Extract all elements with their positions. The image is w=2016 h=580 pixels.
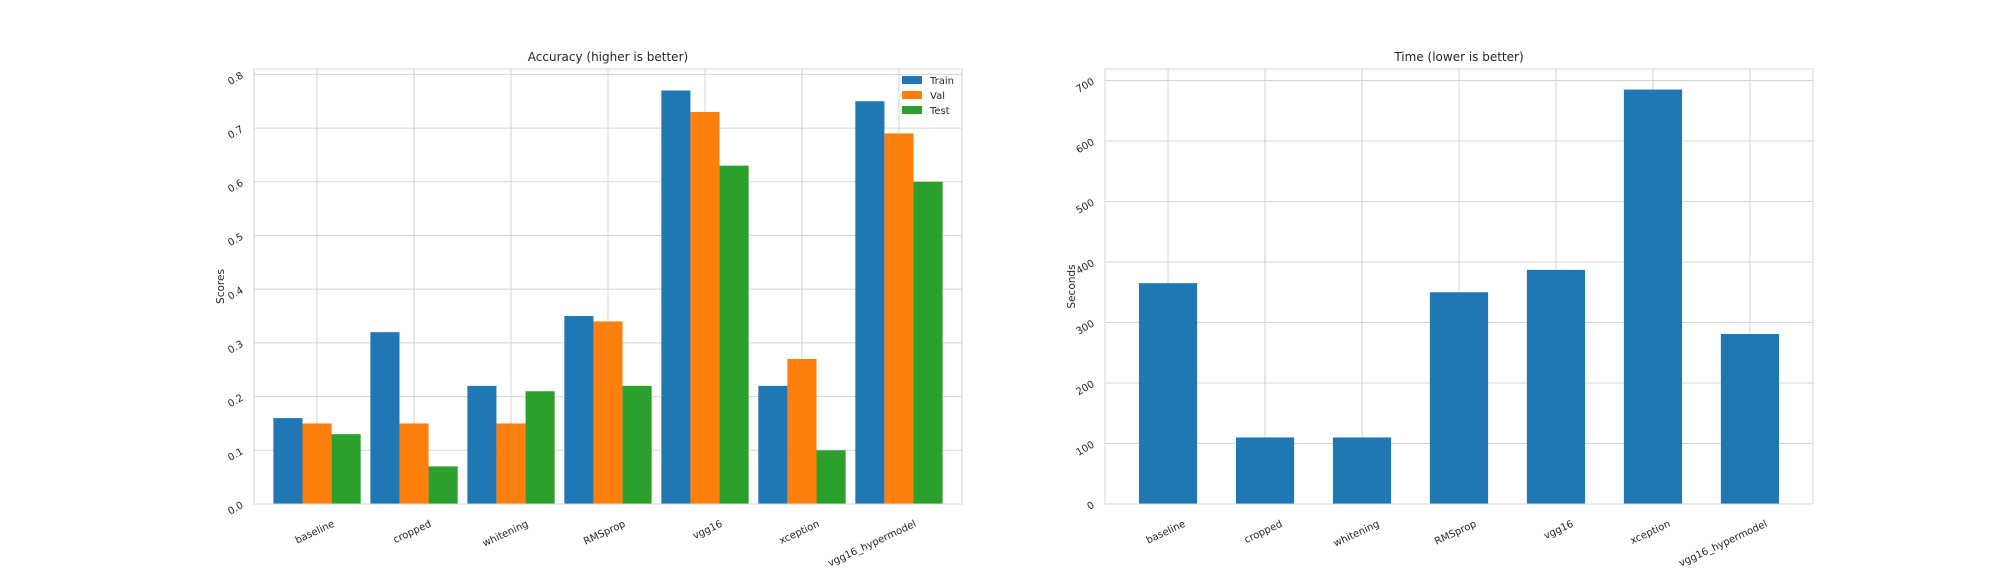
y-tick-label: 0.7: [226, 124, 245, 141]
legend-label: Test: [929, 106, 950, 117]
x-tick-label: RMSprop: [1433, 519, 1478, 548]
x-tick-label: vgg16: [1542, 519, 1575, 542]
bar-value: [1623, 89, 1683, 504]
x-tick-label: RMSprop: [582, 519, 627, 548]
chart-title: Time (lower is better): [1393, 50, 1523, 64]
bar-val: [399, 423, 429, 504]
plot-frame: [253, 68, 963, 505]
y-tick-label: 0.8: [226, 70, 245, 87]
x-tick-label: baseline: [1145, 519, 1188, 547]
legend-swatch-test: [902, 106, 922, 114]
bar-train: [564, 316, 594, 504]
bar-train: [855, 101, 885, 504]
y-tick-label: 0.6: [226, 178, 245, 195]
bar-value: [1720, 333, 1780, 504]
x-tick-label: whitening: [481, 519, 530, 550]
legend-swatch-train: [902, 76, 922, 84]
x-tick-label: cropped: [392, 519, 434, 546]
plot-frame: [1104, 68, 1814, 505]
bar-test: [913, 181, 943, 504]
bar-value: [1429, 292, 1489, 504]
bar-val: [884, 133, 914, 504]
legend: Train Val Test: [902, 76, 954, 117]
y-tick-label: 300: [1074, 319, 1096, 338]
y-tick-label: 200: [1074, 379, 1096, 398]
bar-test: [622, 385, 652, 504]
x-tick-label: cropped: [1243, 519, 1285, 546]
bar-val: [593, 321, 623, 504]
x-tick-label: vgg16_hypermodel: [826, 519, 918, 570]
y-tick-label: 0.1: [226, 446, 245, 463]
y-tick-label: 0.2: [226, 393, 245, 410]
y-axis-label: Scores: [215, 269, 227, 304]
bar-train: [661, 90, 691, 505]
bar-val: [690, 111, 720, 505]
y-tick-label: 0: [1085, 500, 1096, 513]
y-tick-label: 600: [1074, 137, 1096, 156]
y-tick-label: 0.4: [226, 285, 245, 302]
bar-value: [1332, 437, 1392, 504]
x-tick-label: xception: [1629, 519, 1673, 547]
chart-title: Accuracy (higher is better): [528, 50, 688, 64]
y-tick-label: 0.0: [226, 500, 245, 517]
legend-label: Train: [929, 76, 954, 87]
bar-val: [496, 423, 526, 504]
bar-train: [758, 385, 788, 504]
y-tick-label: 100: [1074, 440, 1096, 459]
legend-swatch-val: [902, 91, 922, 99]
bar-train: [467, 385, 497, 504]
y-tick-label: 0.3: [226, 339, 245, 356]
x-tick-label: whitening: [1332, 519, 1381, 550]
bar-value: [1138, 283, 1198, 504]
bar-value: [1235, 437, 1295, 504]
x-tick-label: vgg16: [691, 519, 724, 542]
y-tick-label: 700: [1074, 77, 1096, 96]
bar-test: [719, 165, 749, 504]
x-tick-label: xception: [778, 519, 822, 547]
x-tick-label: baseline: [294, 519, 337, 547]
bar-test: [525, 391, 555, 504]
bar-value: [1526, 269, 1586, 504]
y-tick-label: 500: [1074, 198, 1096, 217]
bar-test: [816, 450, 846, 504]
bar-train: [370, 332, 400, 504]
bar-test: [331, 434, 361, 504]
bar-val: [787, 359, 817, 504]
bar-val: [302, 423, 332, 504]
legend-label: Val: [930, 91, 945, 102]
bar-train: [273, 418, 303, 504]
bar-test: [428, 466, 458, 504]
x-tick-label: vgg16_hypermodel: [1677, 519, 1769, 570]
chart-accuracy: 0.0 0.1 0.2 0.3 0.4 0.5 0.6 0.7 0.8 baseline cropp…: [215, 50, 963, 570]
y-tick-label: 0.5: [226, 232, 245, 249]
y-axis-label: Seconds: [1066, 264, 1078, 308]
